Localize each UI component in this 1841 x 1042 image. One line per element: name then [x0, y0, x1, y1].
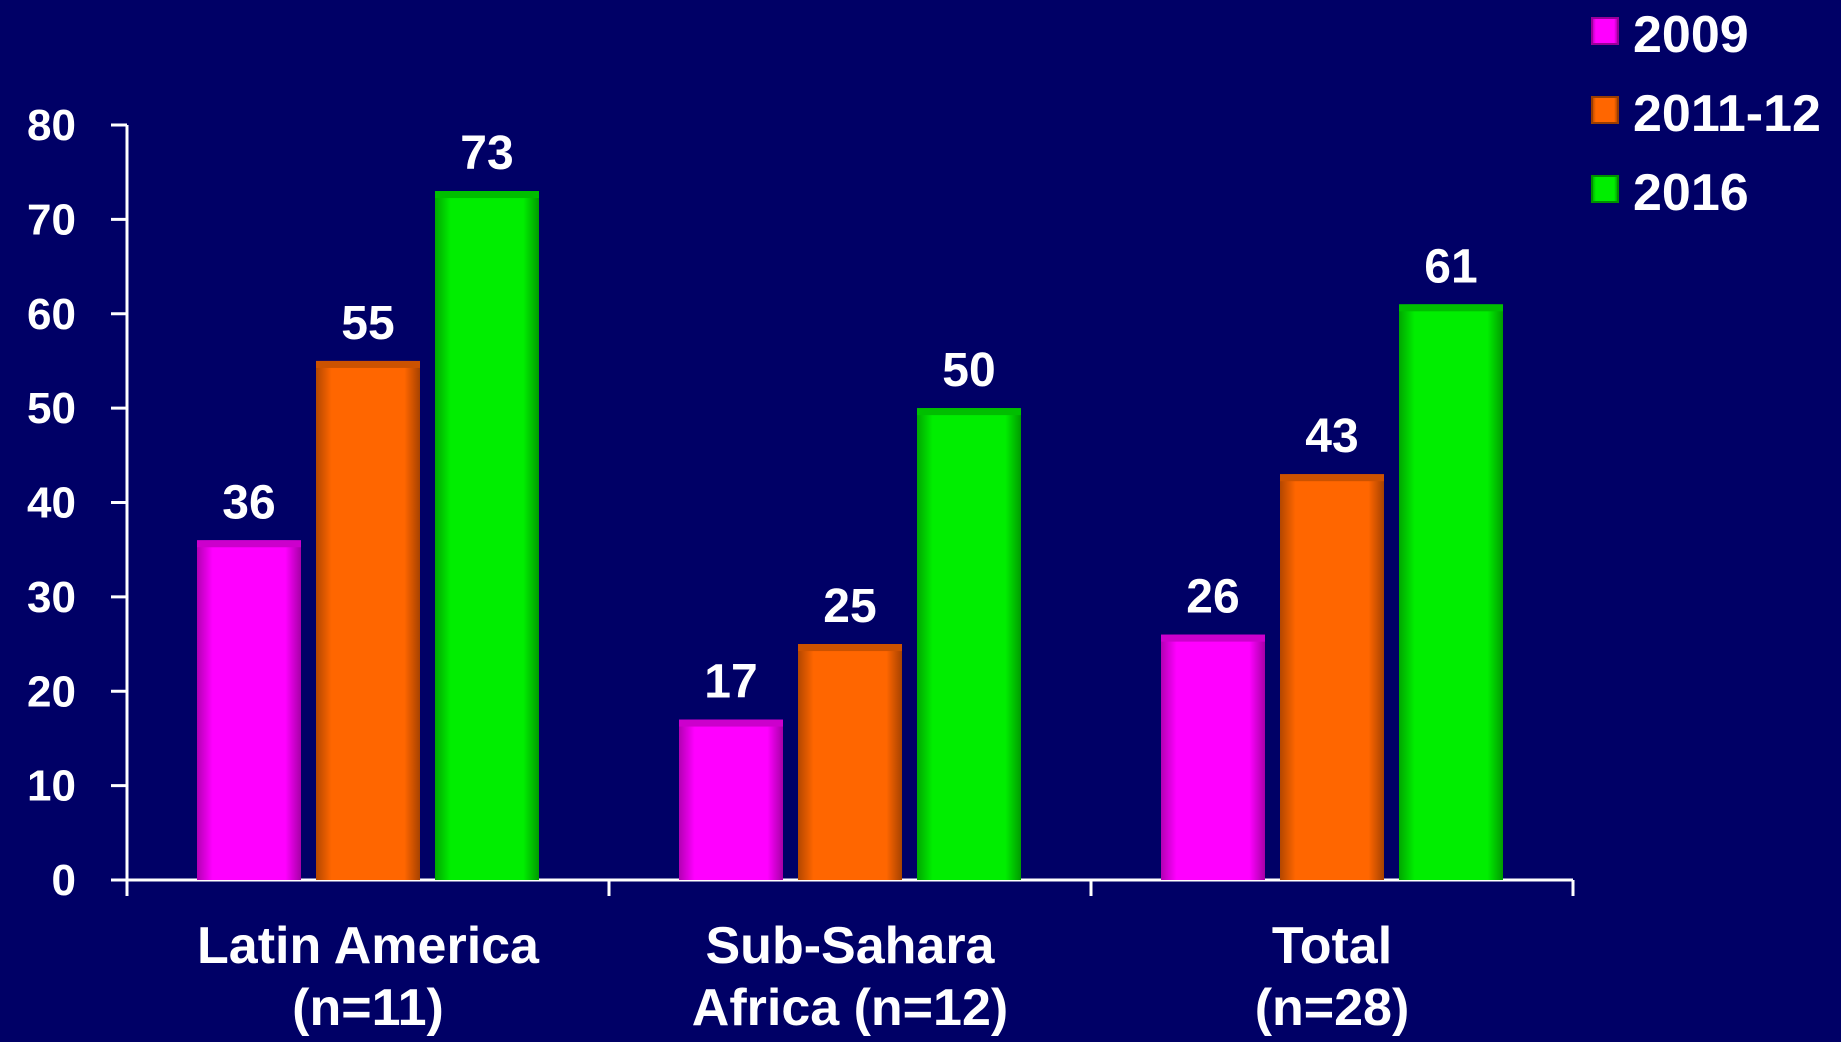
category-label: (n=28) — [1255, 979, 1410, 1037]
data-label: 25 — [823, 580, 876, 633]
y-tick-label: 0 — [52, 856, 76, 905]
bar-2016-2 — [1399, 304, 1503, 880]
bar-top-bevel — [798, 644, 902, 652]
data-label: 55 — [341, 297, 394, 350]
data-label: 73 — [460, 127, 513, 180]
data-label: 61 — [1424, 240, 1477, 293]
category-label: Total — [1272, 917, 1392, 975]
data-label: 26 — [1186, 571, 1239, 624]
data-labels: 36 55 73 17 25 50 26 43 61 — [222, 127, 1477, 709]
bar-top-bevel — [435, 191, 539, 199]
bar-top-bevel — [197, 540, 301, 548]
data-label: 43 — [1305, 410, 1358, 463]
category-label: Latin America — [197, 917, 540, 975]
y-tick-label: 20 — [27, 667, 76, 716]
bar-2009-0 — [197, 540, 301, 880]
legend-label: 2016 — [1633, 164, 1749, 222]
y-tick-label: 80 — [27, 101, 76, 150]
legend-label: 2011-12 — [1633, 85, 1821, 143]
y-tick-label: 70 — [27, 195, 76, 244]
bar-2011-12-0 — [316, 360, 420, 880]
bar-2009-2 — [1161, 634, 1265, 880]
y-tick-label: 40 — [27, 479, 76, 528]
bar-2016-1 — [917, 408, 1021, 880]
category-label: Africa (n=12) — [692, 979, 1008, 1037]
bar-2009-1 — [679, 719, 783, 880]
category-label: (n=11) — [292, 979, 444, 1037]
data-label: 36 — [222, 476, 275, 529]
bar-2011-12-2 — [1280, 474, 1384, 880]
legend-swatch — [1591, 175, 1619, 203]
bars — [197, 191, 1503, 880]
axes: 0 10 20 30 40 50 60 70 80 — [27, 101, 1575, 905]
data-label: 17 — [704, 656, 757, 709]
bar-2011-12-1 — [798, 644, 902, 880]
data-label: 50 — [942, 344, 995, 397]
bar-top-bevel — [917, 408, 1021, 416]
bar-top-bevel — [316, 360, 420, 368]
legend-swatch — [1591, 17, 1619, 45]
y-tick-label: 50 — [27, 384, 76, 433]
bar-top-bevel — [1161, 634, 1265, 642]
legend-swatch — [1591, 96, 1619, 124]
y-tick-label: 60 — [27, 290, 76, 339]
bar-top-bevel — [1280, 474, 1384, 482]
category-label: Sub-Sahara — [706, 917, 996, 975]
legend: 2009 2011-12 2016 — [1591, 6, 1821, 222]
bar-top-bevel — [679, 719, 783, 727]
bar-2016-0 — [435, 191, 539, 880]
legend-label: 2009 — [1633, 6, 1749, 64]
bar-top-bevel — [1399, 304, 1503, 312]
y-tick-label: 10 — [27, 762, 76, 811]
y-tick-label: 30 — [27, 573, 76, 622]
